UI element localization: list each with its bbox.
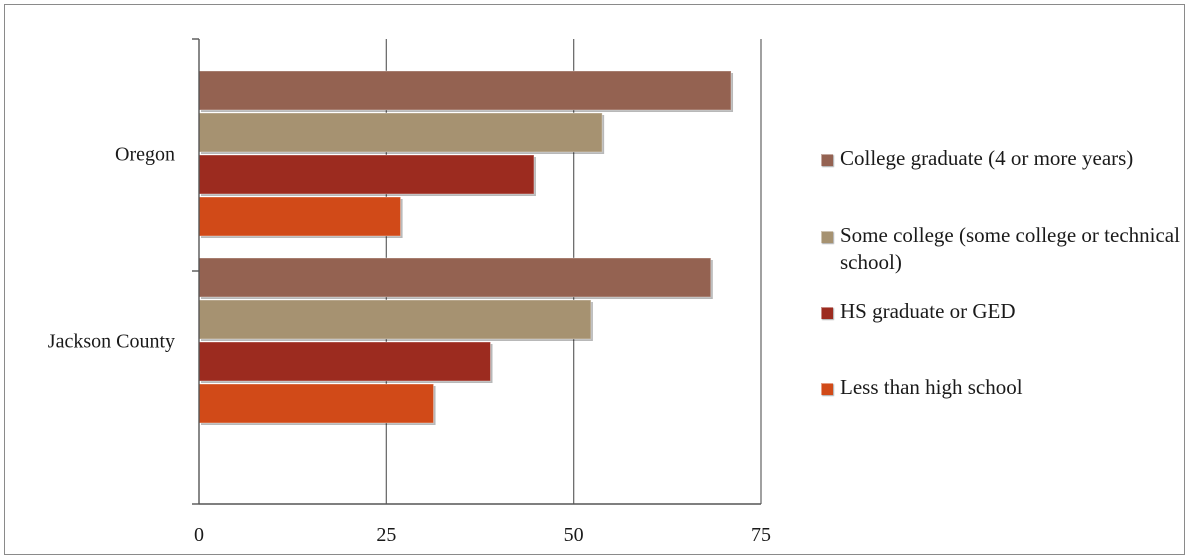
bar-jackson-county-some-college-some (198, 299, 592, 340)
legend-item-some-college: Some college (some college or technical … (821, 222, 1181, 276)
bar-oregon-hs-graduate-or (198, 154, 535, 195)
bar-oregon-less-than-high (198, 196, 402, 237)
x-tick-label-75: 75 (751, 524, 771, 546)
legend-item-college-graduate: College graduate (4 or more years) (821, 145, 1181, 172)
bar-chart: 0 25 50 75 Oregon Jackson County (48, 38, 771, 547)
bar-jackson-county-less-than-high (198, 383, 435, 424)
legend-label: Some college (some college or technical … (840, 223, 1180, 274)
chart-frame: 0 25 50 75 Oregon Jackson County College grad… (4, 4, 1185, 555)
legend-swatch-hs-graduate (821, 307, 833, 319)
axis-labels: 0 25 50 75 Oregon Jackson County (48, 144, 771, 547)
legend-swatch-college-graduate (821, 154, 833, 166)
axes (192, 38, 761, 505)
bar-jackson-county-hs-graduate-or (198, 341, 491, 382)
legend-item-less-than-high-school: Less than high school (821, 374, 1181, 401)
x-tick-label-0: 0 (194, 524, 204, 546)
bar-oregon-college-graduate-4 (198, 70, 732, 111)
bars (198, 70, 734, 425)
legend-item-hs-graduate: HS graduate or GED (821, 298, 1181, 325)
bar-jackson-county-college-graduate-4 (198, 257, 712, 298)
legend-label: Less than high school (840, 375, 1023, 399)
legend-swatch-some-college (821, 231, 833, 243)
y-category-label-jackson-county: Jackson County (48, 331, 175, 353)
bar-oregon-some-college-some (198, 112, 603, 153)
x-tick-label-25: 25 (376, 524, 396, 546)
x-tick-label-50: 50 (564, 524, 584, 546)
y-category-label-oregon: Oregon (115, 144, 175, 166)
legend-swatch-less-than-high-school (821, 383, 833, 395)
legend-label: College graduate (4 or more years) (840, 146, 1134, 170)
legend-label: HS graduate or GED (840, 299, 1016, 323)
